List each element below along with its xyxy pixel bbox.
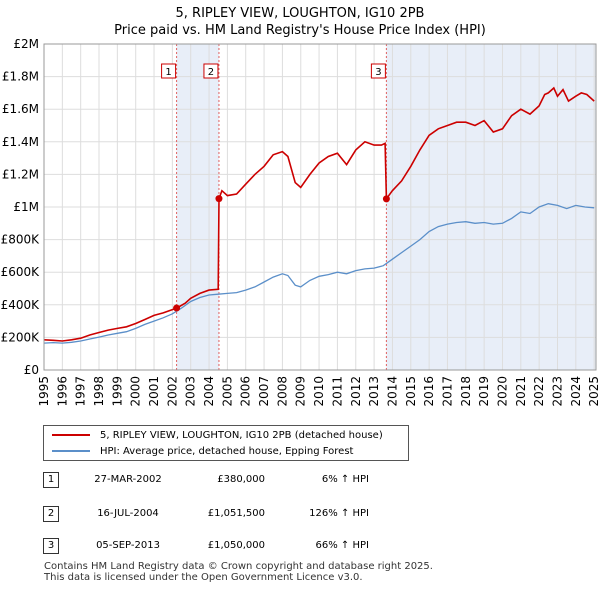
x-tick-label: 2014 — [385, 376, 399, 407]
x-tick-label: 2003 — [184, 376, 198, 407]
transaction-marker-box — [203, 63, 219, 79]
transaction-marker-label: 2 — [208, 67, 214, 78]
x-tick-label: 2005 — [220, 376, 234, 407]
sale-row: 2 16-JUL-2004 £1,051,500 126% ↑ HPI — [43, 506, 373, 526]
sale-hpi-change: 6% ↑ HPI — [321, 474, 369, 485]
price-chart: 5, RIPLEY VIEW, LOUGHTON, IG10 2PB Price… — [1, 6, 600, 407]
transaction-point — [173, 304, 181, 312]
y-tick-label: £1.6M — [2, 102, 39, 116]
footer-licence: This data is licensed under the Open Gov… — [44, 572, 363, 583]
transaction-marker-box — [370, 63, 386, 79]
sale-row: 3 05-SEP-2013 £1,050,000 66% ↑ HPI — [43, 538, 373, 558]
series-line-property — [43, 86, 595, 342]
x-tick-label: 2006 — [239, 376, 253, 407]
x-tick-label: 2000 — [129, 376, 143, 407]
sale-price: £1,051,500 — [207, 508, 265, 519]
y-tick-label: £800K — [1, 233, 41, 247]
x-tick-label: 2019 — [477, 376, 491, 407]
series-line-hpi — [43, 203, 595, 344]
chart-title: 5, RIPLEY VIEW, LOUGHTON, IG10 2PB — [176, 6, 425, 21]
sale-number-badge: 3 — [43, 538, 59, 554]
x-tick-label: 1999 — [110, 376, 124, 407]
y-tick-label: £200K — [1, 330, 41, 344]
y-tick-label: £2M — [13, 37, 39, 51]
transaction-marker-label: 3 — [375, 67, 381, 78]
x-tick-label: 2016 — [422, 376, 436, 407]
transaction-point — [215, 195, 223, 203]
plot-frame — [43, 43, 597, 371]
x-tick-label: 1995 — [37, 376, 51, 407]
x-tick-label: 1997 — [74, 376, 88, 407]
sale-date: 16-JUL-2004 — [97, 508, 159, 519]
x-tick-label: 2015 — [404, 376, 418, 407]
footer-copyright: Contains HM Land Registry data © Crown c… — [44, 561, 433, 572]
y-tick-label: £0 — [24, 363, 39, 377]
footer: Contains HM Land Registry data © Crown c… — [44, 561, 433, 583]
transaction-marker: 3 — [370, 63, 386, 79]
transaction-marker: 1 — [161, 63, 177, 79]
transaction-marker: 2 — [203, 63, 219, 79]
x-tick-label: 2021 — [514, 376, 528, 407]
y-tick-label: £1M — [13, 200, 39, 214]
x-tick-label: 2025 — [587, 376, 600, 407]
x-tick-label: 1998 — [92, 376, 106, 407]
x-tick-label: 2008 — [275, 376, 289, 407]
legend-swatch-property — [52, 434, 90, 436]
chart-subtitle: Price paid vs. HM Land Registry's House … — [114, 23, 486, 38]
legend-label-hpi: HPI: Average price, detached house, Eppi… — [100, 445, 354, 457]
x-tick-label: 2017 — [440, 376, 454, 407]
sale-date: 27-MAR-2002 — [94, 474, 162, 485]
transaction-marker-box — [161, 63, 177, 79]
legend-item-hpi: HPI: Average price, detached house, Eppi… — [52, 443, 353, 459]
sale-date: 05-SEP-2013 — [96, 540, 160, 551]
x-tick-label: 2024 — [569, 376, 583, 407]
sale-price: £380,000 — [217, 474, 265, 485]
sale-number-badge: 1 — [43, 472, 59, 488]
x-tick-label: 2007 — [257, 376, 271, 407]
sale-price: £1,050,000 — [207, 540, 265, 551]
transaction-marker-label: 1 — [165, 67, 171, 78]
x-tick-label: 2018 — [459, 376, 473, 407]
sale-hpi-change: 66% ↑ HPI — [315, 540, 369, 551]
x-tick-label: 2001 — [147, 376, 161, 407]
y-tick-label: £1.4M — [2, 135, 39, 149]
x-tick-label: 2009 — [294, 376, 308, 407]
x-tick-label: 2023 — [550, 376, 564, 407]
x-tick-label: 1996 — [55, 376, 69, 407]
sale-hpi-change: 126% ↑ HPI — [309, 508, 369, 519]
transaction-point — [382, 195, 390, 203]
y-tick-label: £600K — [1, 265, 41, 279]
x-tick-label: 2011 — [330, 376, 344, 407]
y-tick-label: £1.2M — [2, 167, 39, 181]
x-tick-label: 2010 — [312, 376, 326, 407]
sale-number-badge: 2 — [43, 506, 59, 522]
legend: 5, RIPLEY VIEW, LOUGHTON, IG10 2PB (deta… — [43, 425, 409, 461]
x-tick-label: 2002 — [165, 376, 179, 407]
legend-label-property: 5, RIPLEY VIEW, LOUGHTON, IG10 2PB (deta… — [100, 429, 383, 441]
x-tick-label: 2013 — [367, 376, 381, 407]
legend-swatch-hpi — [52, 450, 90, 452]
y-tick-label: £1.8M — [2, 70, 39, 84]
y-tick-label: £400K — [1, 298, 41, 312]
legend-item-property: 5, RIPLEY VIEW, LOUGHTON, IG10 2PB (deta… — [52, 427, 383, 443]
x-tick-label: 2022 — [532, 376, 546, 407]
x-tick-label: 2020 — [495, 376, 509, 407]
x-tick-label: 2012 — [349, 376, 363, 407]
sale-row: 1 27-MAR-2002 £380,000 6% ↑ HPI — [43, 472, 373, 492]
x-tick-label: 2004 — [202, 376, 216, 407]
